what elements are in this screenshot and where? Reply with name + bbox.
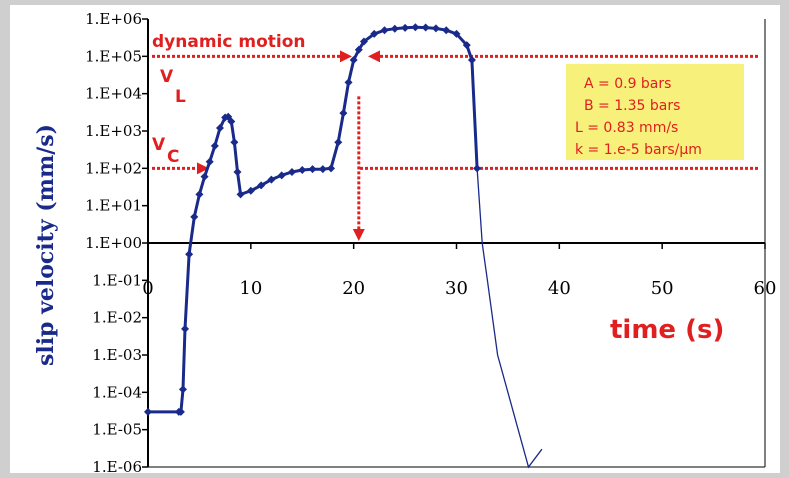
data-point [195, 190, 204, 199]
data-point [411, 23, 420, 32]
v-c-arrow-head [197, 162, 209, 175]
data-point [215, 124, 224, 133]
data-point [308, 165, 317, 174]
data-point [144, 407, 152, 416]
data-point [227, 117, 236, 126]
annotations: dynamic motion V L V C [152, 32, 306, 167]
data-point [421, 23, 430, 32]
y-tick-label: 1.E+01 [85, 197, 142, 215]
data-point [267, 175, 276, 184]
reference-lines [152, 50, 760, 241]
data-point [298, 166, 307, 175]
series-line-0 [148, 25, 479, 414]
x-tick-label: 30 [445, 278, 468, 299]
x-tick-label: 60 [754, 278, 777, 299]
x-tick-labels: 0 10 20 30 40 50 60 [142, 278, 776, 299]
data-point [200, 172, 209, 181]
data-point [344, 78, 353, 87]
data-point [442, 26, 451, 35]
y-tick-label: 1.E-02 [92, 309, 142, 327]
y-tick-label: 1.E-01 [92, 271, 142, 289]
data-point [401, 23, 410, 32]
v-c-subscript: C [167, 147, 179, 167]
y-tick-label: 1.E-05 [92, 421, 142, 439]
data-point [190, 212, 199, 221]
y-tick-label: 1.E+06 [85, 10, 142, 28]
y-tick-label: 1.E+00 [85, 234, 142, 252]
y-tick-label: 1.E+02 [85, 159, 142, 177]
y-tick-label: 1.E+03 [85, 122, 142, 140]
v-l-subscript: L [175, 87, 186, 107]
series-line-1 [476, 168, 543, 469]
legend-line: k = 1.e-5 bars/μm [575, 142, 702, 158]
data-series [144, 23, 543, 469]
y-tick-label: 1.E-03 [92, 346, 142, 364]
y-tick-label: 1.E+04 [85, 85, 142, 103]
y-tick-label: 1.E+05 [85, 47, 142, 65]
data-point [467, 55, 476, 64]
data-point [277, 171, 286, 180]
v-c-label: V [152, 135, 166, 155]
data-point [349, 55, 358, 64]
down-arrow-head [352, 229, 365, 241]
legend-line: A = 0.9 bars [584, 76, 671, 92]
data-point [327, 164, 336, 173]
x-tick-label: 10 [239, 278, 262, 299]
data-point [287, 167, 296, 176]
data-point [452, 29, 461, 38]
data-point [185, 250, 194, 259]
legend-box [566, 64, 744, 160]
data-point [380, 26, 389, 35]
dynamic-motion-label: dynamic motion [152, 32, 306, 52]
x-axis-label: time (s) [610, 315, 724, 345]
data-point [339, 109, 348, 118]
data-point [178, 385, 187, 394]
data-point [176, 407, 185, 416]
data-point [257, 181, 266, 190]
data-point [236, 190, 245, 199]
data-point [246, 186, 255, 195]
y-tick-labels: 1.E-06 1.E-05 1.E-04 1.E-03 1.E-02 1.E-01 1.E+… [85, 10, 142, 476]
left-arrow-head [368, 50, 380, 63]
data-point [205, 157, 214, 166]
y-tick-label: 1.E-06 [92, 458, 142, 476]
legend-line: L = 0.83 mm/s [575, 120, 678, 136]
data-point [210, 141, 219, 150]
x-tick-label: 0 [142, 278, 153, 299]
right-arrow-head [340, 50, 352, 63]
data-point [181, 324, 190, 333]
legend: A = 0.9 bars B = 1.35 bars L = 0.83 mm/s… [566, 64, 744, 160]
legend-line: B = 1.35 bars [584, 98, 680, 114]
axes [142, 18, 766, 468]
data-point [390, 24, 399, 33]
data-point [370, 29, 379, 38]
v-l-label: V [160, 67, 174, 87]
x-tick-label: 40 [548, 278, 571, 299]
x-tick-label: 50 [651, 278, 674, 299]
data-point [354, 45, 363, 54]
data-point [431, 24, 440, 33]
y-tick-label: 1.E-04 [92, 383, 142, 401]
data-point [318, 165, 327, 174]
data-point [334, 138, 343, 147]
y-axis-label: slip velocity (mm/s) [33, 124, 59, 366]
x-tick-label: 20 [342, 278, 365, 299]
data-point [230, 138, 239, 147]
data-point [462, 41, 471, 50]
data-point [233, 167, 242, 176]
data-point [359, 37, 368, 46]
